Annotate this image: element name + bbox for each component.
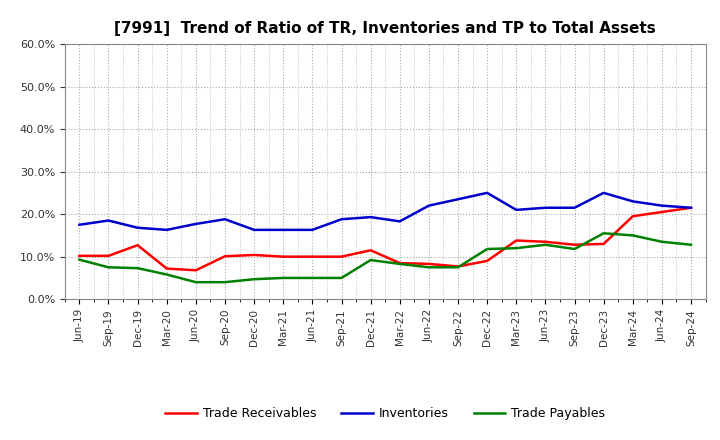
Trade Receivables	[395, 260, 404, 266]
Inventories	[570, 205, 579, 210]
Trade Payables	[483, 246, 492, 252]
Inventories	[541, 205, 550, 210]
Inventories	[629, 199, 637, 204]
Line: Trade Payables: Trade Payables	[79, 233, 691, 282]
Inventories	[687, 205, 696, 210]
Trade Receivables	[483, 258, 492, 264]
Trade Receivables	[657, 209, 666, 215]
Trade Payables	[687, 242, 696, 247]
Trade Receivables	[163, 266, 171, 271]
Trade Payables	[133, 265, 142, 271]
Trade Payables	[599, 231, 608, 236]
Trade Receivables	[599, 241, 608, 246]
Inventories	[279, 227, 287, 232]
Trade Payables	[308, 275, 317, 281]
Inventories	[483, 190, 492, 195]
Inventories	[454, 197, 462, 202]
Trade Receivables	[308, 254, 317, 259]
Inventories	[192, 221, 200, 227]
Trade Receivables	[133, 242, 142, 248]
Trade Receivables	[75, 253, 84, 258]
Inventories	[104, 218, 113, 223]
Inventories	[308, 227, 317, 232]
Trade Receivables	[570, 242, 579, 247]
Trade Receivables	[337, 254, 346, 259]
Trade Payables	[425, 265, 433, 270]
Trade Receivables	[366, 248, 375, 253]
Inventories	[366, 214, 375, 220]
Trade Receivables	[541, 239, 550, 245]
Trade Payables	[220, 279, 229, 285]
Trade Receivables	[512, 238, 521, 243]
Trade Payables	[337, 275, 346, 281]
Trade Receivables	[192, 268, 200, 273]
Trade Receivables	[687, 205, 696, 210]
Inventories	[512, 207, 521, 213]
Inventories	[133, 225, 142, 231]
Inventories	[599, 190, 608, 195]
Line: Trade Receivables: Trade Receivables	[79, 208, 691, 270]
Trade Payables	[570, 246, 579, 252]
Trade Payables	[279, 275, 287, 281]
Trade Payables	[250, 277, 258, 282]
Trade Payables	[163, 272, 171, 277]
Trade Receivables	[250, 252, 258, 257]
Trade Receivables	[279, 254, 287, 259]
Trade Payables	[657, 239, 666, 245]
Trade Payables	[629, 233, 637, 238]
Trade Payables	[395, 261, 404, 267]
Trade Payables	[75, 257, 84, 262]
Trade Receivables	[454, 264, 462, 269]
Trade Payables	[454, 265, 462, 270]
Legend: Trade Receivables, Inventories, Trade Payables: Trade Receivables, Inventories, Trade Pa…	[161, 403, 610, 425]
Trade Receivables	[220, 253, 229, 259]
Trade Payables	[104, 265, 113, 270]
Inventories	[250, 227, 258, 232]
Trade Payables	[192, 279, 200, 285]
Inventories	[75, 222, 84, 227]
Trade Receivables	[425, 261, 433, 267]
Trade Receivables	[629, 214, 637, 219]
Inventories	[657, 203, 666, 208]
Inventories	[220, 216, 229, 222]
Inventories	[425, 203, 433, 208]
Trade Receivables	[104, 253, 113, 258]
Inventories	[337, 216, 346, 222]
Inventories	[395, 219, 404, 224]
Trade Payables	[512, 246, 521, 251]
Inventories	[163, 227, 171, 232]
Title: [7991]  Trend of Ratio of TR, Inventories and TP to Total Assets: [7991] Trend of Ratio of TR, Inventories…	[114, 21, 656, 36]
Trade Payables	[541, 242, 550, 247]
Line: Inventories: Inventories	[79, 193, 691, 230]
Trade Payables	[366, 257, 375, 263]
